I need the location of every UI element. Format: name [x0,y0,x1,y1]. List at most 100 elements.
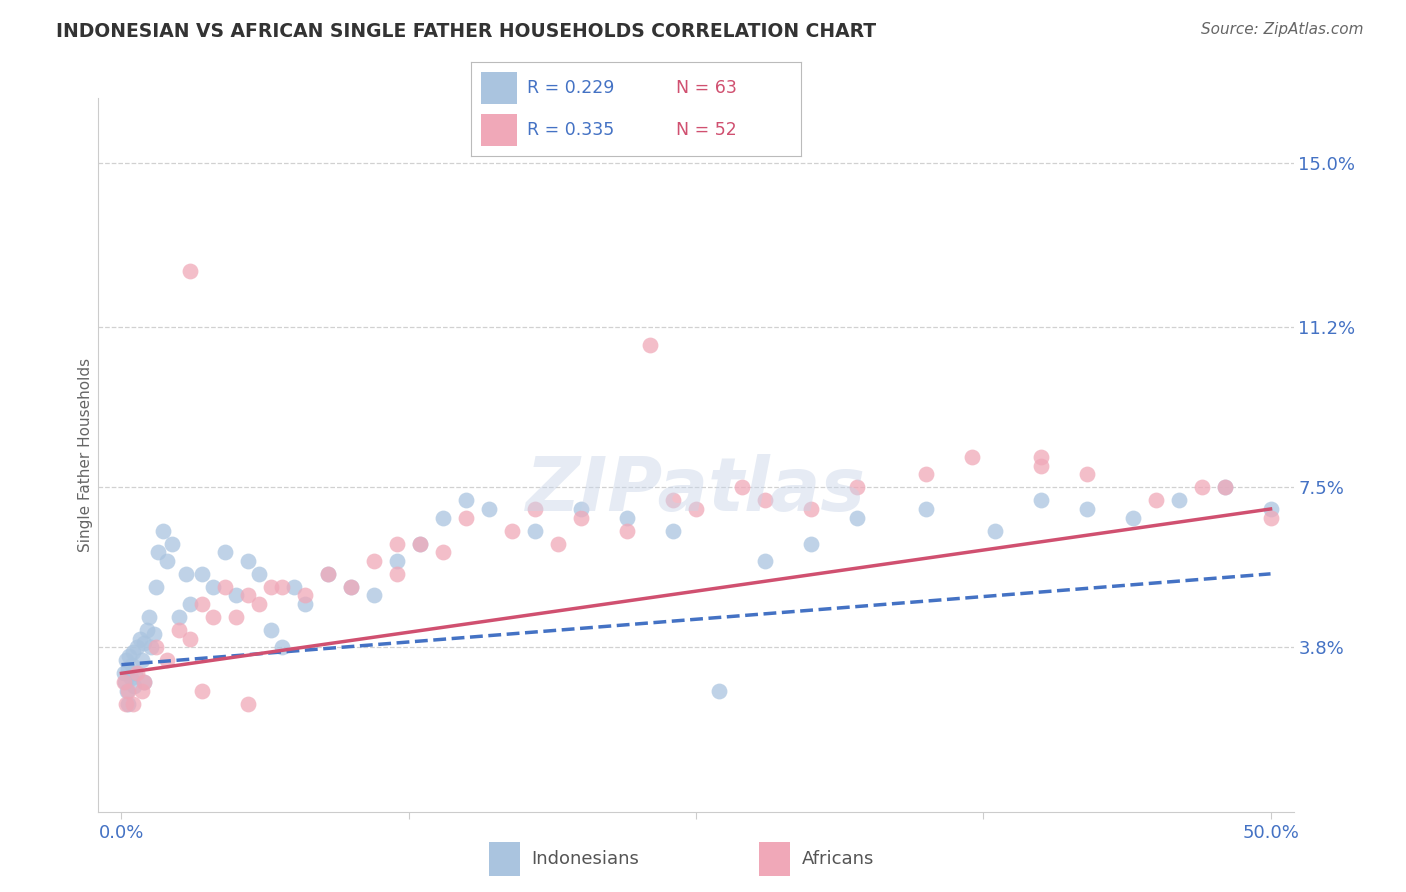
Point [800,536,823,550]
Point [174,566,197,581]
Point [1167,493,1189,508]
Point [127,666,149,681]
Point [236,554,259,568]
Y-axis label: Single Father Households: Single Father Households [77,358,93,552]
Point [569,510,592,524]
Point [271,640,294,655]
Point [145,580,167,594]
Point [225,589,247,603]
Text: Indonesians: Indonesians [531,849,640,868]
Text: R = 0.229: R = 0.229 [527,78,614,96]
Bar [481,72,517,103]
Point [385,536,409,550]
Point [214,580,236,594]
Point [167,610,190,624]
Point [225,610,247,624]
Point [524,524,547,538]
Point [662,524,685,538]
Text: Africans: Africans [801,849,873,868]
Point [138,610,160,624]
Point [1191,480,1213,494]
Point [120,671,142,685]
Point [283,580,305,594]
Point [914,502,936,516]
Point [115,653,138,667]
Point [134,675,156,690]
Bar [759,842,790,876]
Point [409,536,432,550]
Point [260,580,283,594]
Point [1029,493,1052,508]
Point [914,467,936,482]
Point [456,510,478,524]
Point [363,554,385,568]
Point [316,566,339,581]
Point [478,502,501,516]
Point [638,337,661,351]
Text: N = 52: N = 52 [676,121,737,139]
Point [294,589,316,603]
Point [134,675,156,690]
Point [432,510,454,524]
Point [112,675,135,690]
Point [134,636,156,650]
Point [128,632,150,646]
Point [117,697,139,711]
Point [122,697,145,711]
Point [121,657,143,672]
Point [1076,502,1098,516]
Point [271,580,294,594]
Point [115,683,138,698]
Point [160,536,183,550]
Point [260,623,283,637]
Point [707,683,730,698]
Point [524,502,547,516]
Point [191,566,214,581]
Point [247,566,270,581]
Point [340,580,363,594]
Point [316,566,339,581]
Text: ZIPatlas: ZIPatlas [526,454,866,527]
Point [179,632,201,646]
Point [984,524,1007,538]
Point [1213,480,1236,494]
Point [156,653,179,667]
Point [432,545,454,559]
Point [547,536,569,550]
Point [127,640,149,655]
Point [247,597,270,611]
Point [385,566,409,581]
Text: Source: ZipAtlas.com: Source: ZipAtlas.com [1201,22,1364,37]
Point [145,640,167,655]
Point [1029,458,1052,473]
Point [117,662,139,676]
Point [124,666,146,681]
Point [1260,502,1282,516]
Point [363,589,385,603]
Bar [489,842,520,876]
Point [754,554,776,568]
Point [236,589,259,603]
Point [112,666,135,681]
Point [202,610,225,624]
Point [616,524,638,538]
Point [122,679,145,693]
Point [179,597,201,611]
Point [141,640,163,655]
Point [148,545,170,559]
Point [754,493,776,508]
Point [569,502,592,516]
Text: N = 63: N = 63 [676,78,737,96]
Point [114,675,136,690]
Point [456,493,478,508]
Point [202,580,225,594]
Point [1260,510,1282,524]
Point [191,597,214,611]
Point [122,645,145,659]
Point [662,493,685,508]
Point [118,648,141,663]
Point [1213,480,1236,494]
Point [731,480,754,494]
Point [1076,467,1098,482]
Point [131,653,153,667]
